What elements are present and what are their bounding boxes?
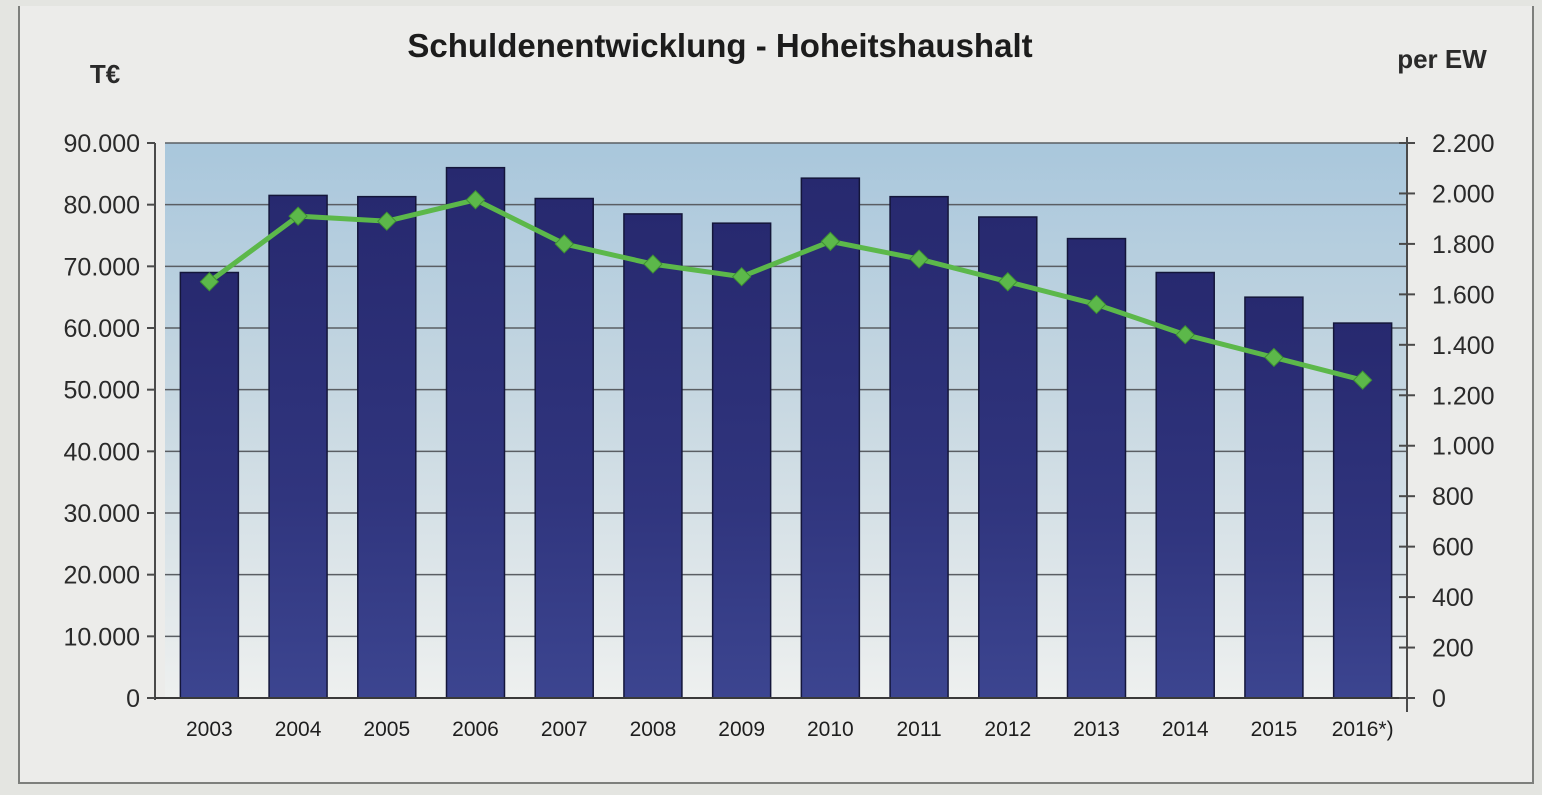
right-tick-label: 2.200 [1432, 130, 1495, 158]
x-tick-label: 2007 [541, 718, 588, 741]
x-tick-label: 2005 [363, 718, 410, 741]
x-tick-label: 2015 [1251, 718, 1298, 741]
bar-2004 [268, 194, 328, 699]
right-tick-label: 2.000 [1432, 180, 1495, 208]
right-axis-ticks: 0 200 400 600 800 1.000 1.200 1.400 1.600 1.800 2.… [1399, 130, 1495, 713]
bar-2008 [623, 213, 683, 699]
per-capita-line [207, 197, 1364, 383]
left-axis-ticks: 0 10.000 20.000 30.000 40.000 50.000 60.000 70.… [64, 130, 155, 713]
bar-2013 [1066, 237, 1127, 699]
right-tick-label: 400 [1432, 584, 1474, 612]
right-tick-label: 1.400 [1432, 332, 1495, 360]
bar-2003 [179, 271, 240, 699]
left-tick-label: 60.000 [64, 315, 140, 343]
left-tick-label: 50.000 [64, 377, 140, 405]
left-tick-label: 80.000 [64, 192, 140, 220]
line-point-2006 [465, 190, 486, 210]
bar-2011 [889, 195, 949, 699]
left-tick-label: 70.000 [64, 253, 140, 281]
left-axis-unit: T€ [90, 59, 120, 89]
x-tick-label: 2013 [1073, 718, 1120, 741]
x-tick-label: 2009 [718, 718, 765, 741]
bar-2010 [800, 177, 861, 699]
left-tick-label: 0 [126, 685, 140, 713]
right-tick-label: 1.200 [1432, 382, 1495, 410]
x-tick-label: 2008 [630, 718, 677, 741]
bar-2009 [711, 222, 772, 699]
right-tick-label: 1.800 [1432, 231, 1495, 259]
x-tick-label: 2014 [1162, 718, 1209, 741]
line-point-2011 [909, 249, 929, 269]
left-tick-label: 40.000 [64, 438, 140, 466]
line-series [199, 190, 1373, 390]
x-axis-ticks: 2003 2004 2005 2006 2007 2008 2009 2010 2011 2012… [186, 718, 1394, 741]
bar-series [179, 166, 1393, 699]
plot-area [165, 143, 1407, 698]
left-tick-label: 20.000 [64, 562, 140, 590]
left-tick-label: 90.000 [64, 130, 140, 158]
left-tick-label: 10.000 [64, 623, 140, 651]
bar-2007 [534, 197, 594, 699]
right-tick-label: 0 [1432, 685, 1446, 713]
line-point-2015 [1264, 347, 1284, 368]
x-tick-label: 2003 [186, 718, 233, 741]
bar-2016 [1332, 322, 1393, 699]
line-point-2016 [1352, 370, 1373, 390]
x-tick-label: 2011 [896, 718, 941, 741]
x-tick-label: 2016*) [1332, 718, 1394, 741]
right-tick-label: 1.000 [1432, 433, 1495, 461]
x-tick-label: 2010 [807, 718, 854, 741]
line-point-2012 [998, 272, 1018, 292]
line-point-2008 [643, 254, 663, 274]
x-tick-label: 2006 [452, 718, 499, 741]
line-point-2005 [377, 211, 397, 231]
line-point-2010 [820, 231, 841, 252]
right-tick-label: 800 [1432, 483, 1474, 511]
left-tick-label: 30.000 [64, 500, 140, 528]
line-point-2014 [1175, 325, 1195, 345]
x-tick-label: 2012 [984, 718, 1031, 741]
line-point-2007 [554, 234, 574, 254]
right-tick-label: 600 [1432, 534, 1474, 562]
x-tick-label: 2004 [275, 718, 322, 741]
bar-2005 [357, 195, 417, 699]
line-point-2013 [1086, 294, 1107, 315]
chart-title: Schuldenentwicklung - Hoheitshaushalt [407, 27, 1032, 64]
right-tick-label: 1.600 [1432, 281, 1495, 309]
right-tick-label: 200 [1432, 635, 1474, 663]
right-axis-unit: per EW [1397, 44, 1487, 74]
line-point-2003 [199, 272, 220, 292]
line-point-2004 [288, 206, 308, 226]
line-point-2009 [731, 266, 752, 287]
bar-2006 [445, 166, 506, 699]
